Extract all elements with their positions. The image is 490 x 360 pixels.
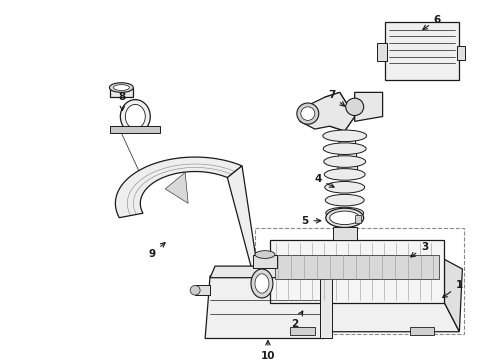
Ellipse shape <box>109 83 133 93</box>
Bar <box>275 255 440 279</box>
Ellipse shape <box>301 107 315 120</box>
Polygon shape <box>444 259 463 332</box>
Bar <box>110 126 160 133</box>
Ellipse shape <box>326 208 364 228</box>
Ellipse shape <box>323 143 366 154</box>
Ellipse shape <box>330 211 360 225</box>
Polygon shape <box>165 172 188 203</box>
Bar <box>385 22 460 80</box>
Polygon shape <box>227 166 262 307</box>
Bar <box>355 215 361 223</box>
Bar <box>377 43 387 60</box>
Text: 8: 8 <box>119 92 126 111</box>
Polygon shape <box>115 157 242 218</box>
Ellipse shape <box>255 251 275 258</box>
Text: 5: 5 <box>301 216 321 226</box>
Ellipse shape <box>325 194 364 206</box>
Text: 7: 7 <box>328 90 344 106</box>
Polygon shape <box>195 285 210 295</box>
Polygon shape <box>210 266 320 278</box>
Polygon shape <box>260 303 460 332</box>
Ellipse shape <box>255 274 269 293</box>
Text: 2: 2 <box>291 311 303 329</box>
Text: 9: 9 <box>148 243 165 258</box>
Ellipse shape <box>346 98 364 116</box>
Ellipse shape <box>190 285 200 295</box>
Ellipse shape <box>326 207 364 219</box>
Bar <box>253 255 277 268</box>
Bar <box>255 228 465 334</box>
Text: 10: 10 <box>261 341 275 360</box>
Ellipse shape <box>325 181 365 193</box>
Ellipse shape <box>113 85 129 90</box>
Bar <box>457 46 465 59</box>
Text: 1: 1 <box>442 280 463 297</box>
Ellipse shape <box>125 104 145 129</box>
Polygon shape <box>110 87 133 97</box>
Ellipse shape <box>324 168 365 180</box>
Polygon shape <box>270 240 444 303</box>
Polygon shape <box>355 93 383 121</box>
Polygon shape <box>338 131 358 170</box>
Bar <box>410 327 435 335</box>
Polygon shape <box>325 93 355 131</box>
Text: 3: 3 <box>411 242 428 257</box>
Text: 6: 6 <box>423 15 441 30</box>
Bar <box>320 276 332 338</box>
Ellipse shape <box>324 156 366 167</box>
Ellipse shape <box>323 130 367 141</box>
Ellipse shape <box>297 103 319 124</box>
Polygon shape <box>300 93 355 131</box>
Ellipse shape <box>121 100 150 134</box>
Text: 4: 4 <box>314 174 334 187</box>
Ellipse shape <box>251 269 273 298</box>
Polygon shape <box>205 276 325 338</box>
Polygon shape <box>333 226 357 240</box>
Bar <box>290 327 315 335</box>
